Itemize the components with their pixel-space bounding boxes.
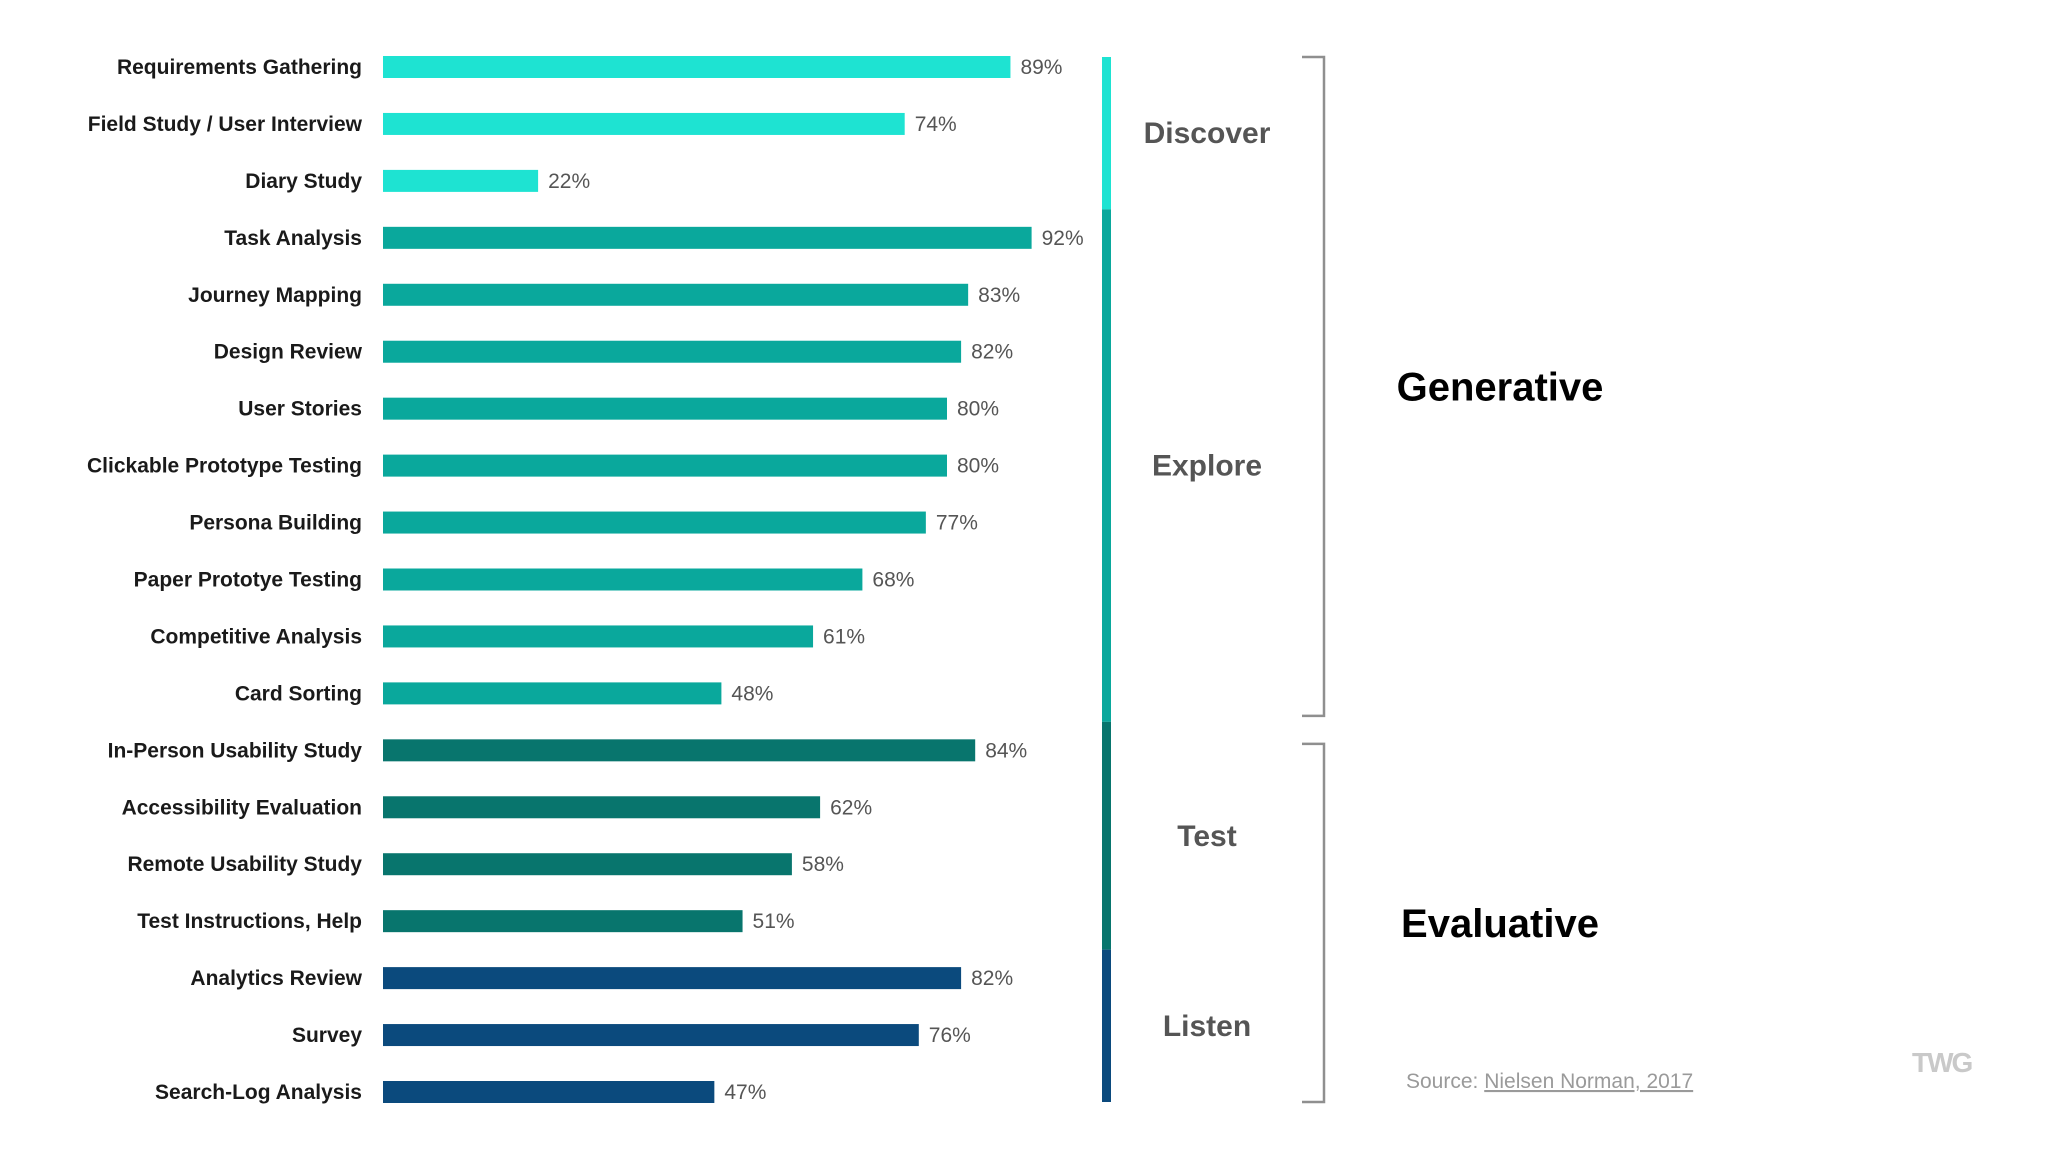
bar-requirements-gathering [383, 56, 1011, 78]
bar-remote-usability-study [383, 853, 792, 876]
bar-in-person-usability-study [383, 739, 976, 762]
source-prefix: Source: [1406, 1070, 1484, 1093]
category-label-test-instructions-help: Test Instructions, Help [137, 910, 362, 933]
bar-task-analysis [383, 226, 1032, 249]
value-label-card-sorting: 48% [731, 682, 773, 705]
source-note: Source: Nielsen Norman, 2017 [1406, 1070, 1693, 1093]
bar-accessibility-evaluation [383, 796, 821, 819]
value-label-competitive-analysis: 61% [823, 625, 865, 648]
value-label-requirements-gathering: 89% [1020, 56, 1062, 79]
value-label-design-review: 82% [971, 341, 1013, 364]
category-label-user-stories: User Stories [238, 398, 362, 421]
bar-clickable-prototype-testing [383, 454, 947, 477]
source-link[interactable]: Nielsen Norman, 2017 [1484, 1070, 1693, 1093]
value-label-survey: 76% [929, 1024, 971, 1047]
phase-label-listen: Listen [1163, 1010, 1251, 1043]
category-label-journey-mapping: Journey Mapping [188, 284, 362, 307]
category-label-survey: Survey [292, 1024, 362, 1047]
value-label-test-instructions-help: 51% [753, 910, 795, 933]
twg-logo: TWG [1912, 1047, 1973, 1078]
bar-user-stories [383, 397, 947, 420]
bracket-generative [1302, 55, 1326, 718]
value-label-diary-study: 22% [548, 170, 590, 193]
bar-competitive-analysis [383, 625, 814, 648]
value-label-clickable-prototype-testing: 80% [957, 455, 999, 478]
value-label-remote-usability-study: 58% [802, 853, 844, 876]
value-label-search-log-analysis: 47% [724, 1081, 766, 1104]
category-label-in-person-usability-study: In-Person Usability Study [108, 739, 363, 762]
phase-strip-discover [1102, 57, 1111, 210]
category-label-accessibility-evaluation: Accessibility Evaluation [122, 796, 362, 819]
category-label-remote-usability-study: Remote Usability Study [127, 853, 362, 876]
category-label-search-log-analysis: Search-Log Analysis [155, 1081, 362, 1104]
category-label-card-sorting: Card Sorting [235, 682, 362, 705]
category-label-diary-study: Diary Study [245, 170, 362, 193]
value-label-accessibility-evaluation: 62% [830, 796, 872, 819]
category-label-design-review: Design Review [214, 341, 363, 364]
category-label-analytics-review: Analytics Review [190, 967, 362, 990]
category-label-paper-prototye-testing: Paper Prototye Testing [134, 569, 362, 592]
category-label-requirements-gathering: Requirements Gathering [117, 56, 362, 79]
value-label-paper-prototye-testing: 68% [872, 569, 914, 592]
group-label-generative: Generative [1397, 365, 1604, 409]
value-label-field-study-user-interview: 74% [915, 113, 957, 136]
bracket-evaluative [1302, 742, 1326, 1104]
phase-strip-test [1102, 721, 1111, 950]
bars-layer: Requirements Gathering 89% Field Study / U… [87, 56, 1084, 1104]
phase-label-test: Test [1177, 820, 1236, 853]
category-label-clickable-prototype-testing: Clickable Prototype Testing [87, 455, 362, 478]
phase-layer: Discover Explore Test Listen [1102, 57, 1271, 1102]
category-label-field-study-user-interview: Field Study / User Interview [88, 113, 363, 136]
bar-card-sorting [383, 682, 722, 705]
group-layer: Generative Evaluative [1302, 55, 1604, 1104]
value-label-in-person-usability-study: 84% [985, 739, 1027, 762]
value-label-task-analysis: 92% [1042, 227, 1084, 250]
bar-persona-building [383, 511, 926, 534]
bar-diary-study [383, 169, 539, 192]
bar-survey [383, 1024, 919, 1047]
bar-search-log-analysis [383, 1081, 715, 1103]
value-label-journey-mapping: 83% [978, 284, 1020, 307]
bar-design-review [383, 340, 962, 363]
bar-field-study-user-interview [383, 112, 905, 135]
category-label-task-analysis: Task Analysis [224, 227, 362, 250]
phase-strip-listen [1102, 949, 1111, 1102]
value-label-user-stories: 80% [957, 398, 999, 421]
phase-strip-explore [1102, 209, 1111, 722]
group-label-evaluative: Evaluative [1401, 902, 1599, 946]
value-label-persona-building: 77% [936, 512, 978, 535]
category-label-competitive-analysis: Competitive Analysis [150, 625, 362, 648]
phase-label-discover: Discover [1144, 117, 1271, 150]
bar-test-instructions-help [383, 910, 743, 933]
bar-paper-prototye-testing [383, 568, 863, 591]
bar-journey-mapping [383, 283, 969, 306]
phase-label-explore: Explore [1152, 450, 1262, 483]
category-label-persona-building: Persona Building [189, 512, 362, 535]
bar-analytics-review [383, 967, 962, 990]
value-label-analytics-review: 82% [971, 967, 1013, 990]
